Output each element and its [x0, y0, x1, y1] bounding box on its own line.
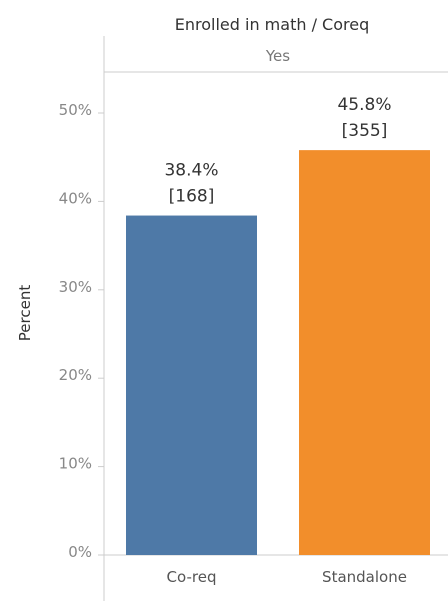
bar-value-label: 45.8% [337, 95, 391, 115]
bar-standalone [299, 150, 430, 556]
y-tick-label: 40% [59, 189, 92, 207]
bar-count-label: [355] [342, 121, 388, 141]
chart-title: Enrolled in math / Coreq [175, 15, 369, 34]
x-tick-group: Co-req Standalone [167, 568, 407, 586]
y-tick-label: 0% [68, 543, 92, 561]
bar-value-label: 38.4% [164, 161, 218, 181]
x-tick-label: Co-req [167, 568, 217, 586]
y-axis-label: Percent [16, 285, 34, 342]
y-tick-label: 20% [59, 366, 92, 384]
bar-group [126, 150, 430, 556]
y-tick-label: 30% [59, 278, 92, 296]
bar-co-req [126, 215, 257, 555]
y-tick-group: 0% 10% 20% 30% 40% 50% [59, 101, 104, 561]
bar-count-label: [168] [169, 187, 215, 207]
column-header: Yes [265, 47, 290, 65]
x-tick-label: Standalone [322, 568, 407, 586]
y-tick-label: 50% [59, 101, 92, 119]
value-label-group: 38.4% [168] 45.8% [355] [164, 95, 391, 206]
y-tick-label: 10% [59, 455, 92, 473]
